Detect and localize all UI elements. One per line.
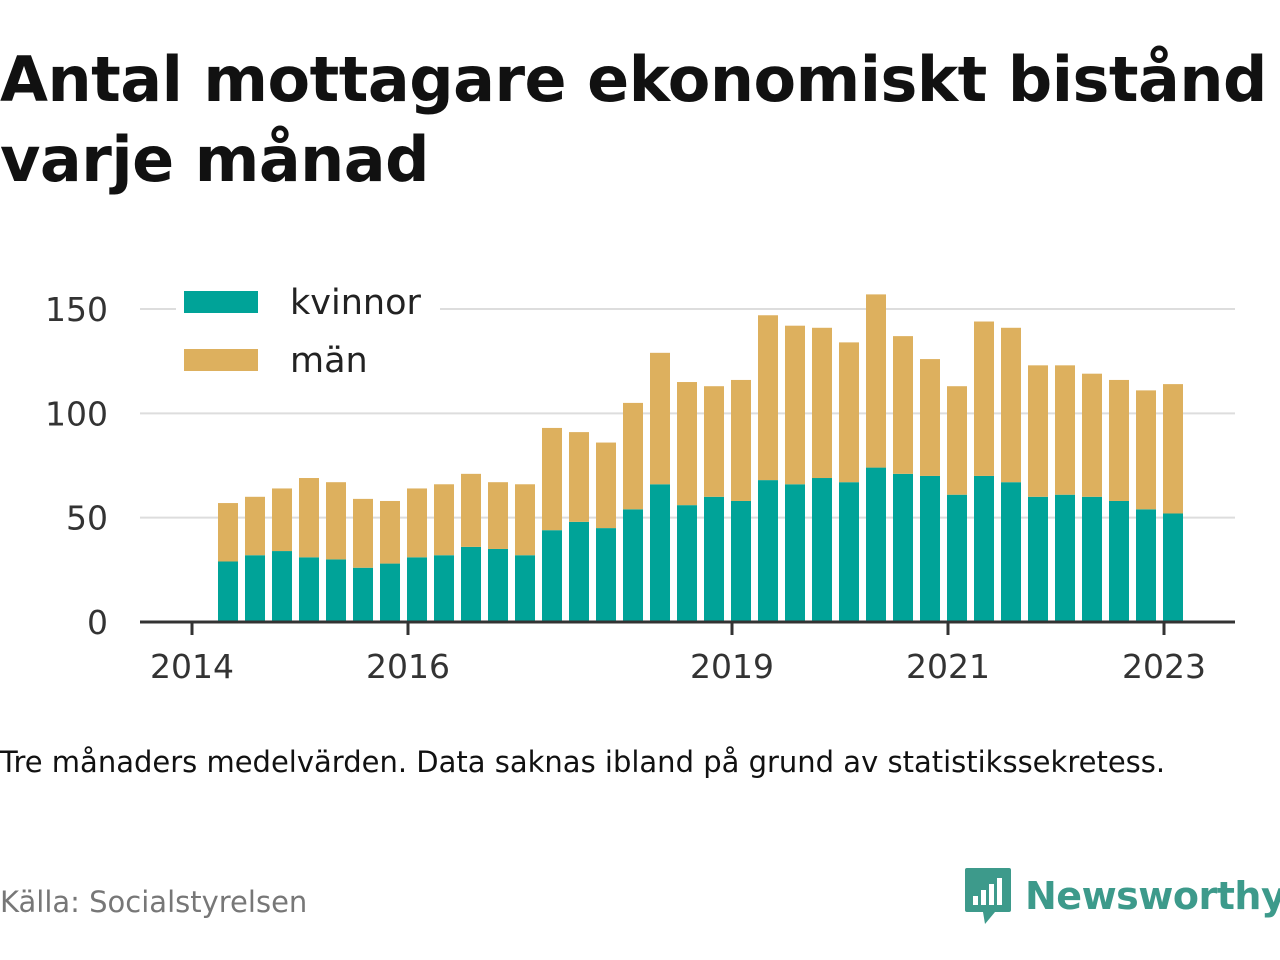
x-tick-label: 2021	[906, 647, 990, 686]
bars	[218, 294, 1183, 622]
bar-kvinnor	[353, 567, 373, 622]
bar-kvinnor	[380, 563, 400, 622]
bar-man	[758, 315, 778, 481]
bar-kvinnor	[1028, 496, 1048, 622]
legend-label-man: män	[290, 341, 368, 381]
bar-kvinnor	[461, 546, 481, 622]
bar-kvinnor	[893, 473, 913, 622]
y-tick-label: 150	[45, 290, 108, 329]
bar-man	[650, 352, 670, 485]
y-axis: 0 50 100 150	[45, 290, 108, 642]
y-tick-label: 50	[66, 499, 108, 538]
bar-kvinnor	[1163, 513, 1183, 622]
bar-kvinnor	[1136, 509, 1156, 622]
bar-man	[1028, 365, 1048, 497]
bar-man	[569, 432, 589, 522]
bar-kvinnor	[272, 551, 292, 622]
bar-kvinnor	[1082, 496, 1102, 622]
bar-kvinnor	[839, 482, 859, 622]
bar-man	[839, 342, 859, 483]
bar-man	[515, 484, 535, 556]
bar-man	[731, 379, 751, 501]
bar-man	[218, 503, 238, 562]
brand: Newsworthy	[963, 864, 1280, 928]
bar-kvinnor	[434, 555, 454, 622]
chart-title: Antal mottagare ekonomiskt bistånd varje…	[0, 43, 1267, 196]
bar-kvinnor	[1109, 500, 1129, 622]
chart-note: Tre månaders medelvärden. Data saknas ib…	[0, 745, 1166, 779]
bar-man	[1082, 373, 1102, 497]
bar-kvinnor	[974, 475, 994, 622]
bar-kvinnor	[731, 500, 751, 622]
bar-man	[353, 498, 373, 568]
bar-man	[1055, 365, 1075, 495]
bar-man	[1109, 379, 1129, 501]
bar-man	[1136, 390, 1156, 510]
bar-kvinnor	[623, 509, 643, 622]
bar-man	[1163, 384, 1183, 514]
bar-kvinnor	[488, 548, 508, 622]
bar-kvinnor	[947, 494, 967, 622]
legend-swatch-man	[184, 349, 258, 371]
bar-man	[272, 488, 292, 552]
bar-kvinnor	[326, 559, 346, 622]
bar-kvinnor	[650, 484, 670, 622]
bar-man	[245, 496, 265, 556]
bar-man	[596, 442, 616, 529]
bar-man	[299, 478, 319, 558]
bar-man	[677, 382, 697, 506]
x-tick-label: 2014	[150, 647, 234, 686]
bar-kvinnor	[812, 478, 832, 622]
bar-kvinnor	[785, 484, 805, 622]
bar-kvinnor	[407, 557, 427, 622]
bar-man	[893, 336, 913, 474]
bar-man	[704, 386, 724, 497]
bar-man	[812, 327, 832, 479]
y-tick-label: 100	[45, 394, 108, 433]
bar-man	[407, 488, 427, 558]
bar-kvinnor	[1055, 494, 1075, 622]
bar-man	[920, 359, 940, 476]
bar-man	[947, 386, 967, 495]
bar-kvinnor	[677, 505, 697, 622]
bar-man	[542, 427, 562, 531]
bar-man	[380, 500, 400, 564]
bar-man	[866, 294, 886, 468]
x-tick-label: 2019	[690, 647, 774, 686]
bar-man	[623, 402, 643, 510]
bar-kvinnor	[569, 521, 589, 622]
stacked-bar-chart: 0 50 100 150 2014 2016 2019 2021 2023 kvinnor mä…	[45, 283, 1235, 686]
bar-man	[326, 482, 346, 560]
bar-man	[488, 482, 508, 549]
bar-kvinnor	[299, 557, 319, 622]
bar-kvinnor	[1001, 482, 1021, 622]
source-text: Källa: Socialstyrelsen	[0, 885, 308, 919]
bar-man	[1001, 327, 1021, 483]
brand-name: Newsworthy	[1025, 874, 1280, 918]
bar-kvinnor	[245, 555, 265, 622]
x-axis: 2014 2016 2019 2021 2023	[140, 620, 1235, 686]
bar-man	[461, 473, 481, 547]
legend-swatch-kvinnor	[184, 291, 258, 313]
x-tick-label: 2023	[1122, 647, 1206, 686]
bar-kvinnor	[515, 555, 535, 622]
bar-kvinnor	[920, 475, 940, 622]
bar-kvinnor	[218, 561, 238, 622]
x-tick-label: 2016	[366, 647, 450, 686]
bar-man	[974, 321, 994, 476]
legend: kvinnor män	[176, 283, 440, 390]
bar-man	[434, 484, 454, 556]
bar-kvinnor	[704, 496, 724, 622]
bar-kvinnor	[596, 528, 616, 622]
legend-label-kvinnor: kvinnor	[290, 283, 421, 323]
y-tick-label: 0	[87, 603, 108, 642]
bar-kvinnor	[542, 530, 562, 622]
bar-kvinnor	[758, 480, 778, 622]
newsworthy-logo-icon	[965, 868, 1011, 924]
bar-man	[785, 325, 805, 485]
bar-kvinnor	[866, 467, 886, 622]
